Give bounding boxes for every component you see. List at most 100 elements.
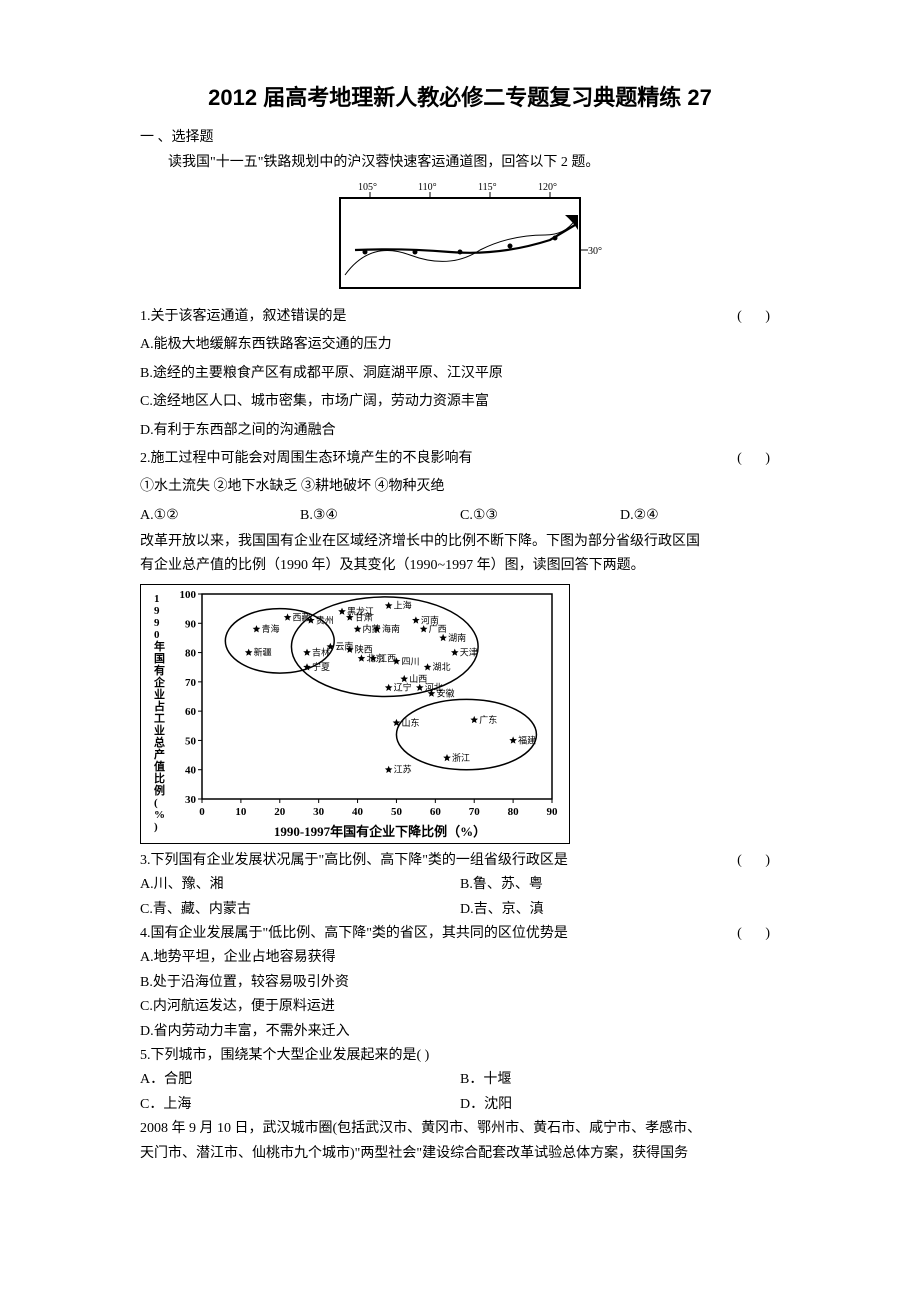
q1-a: A.能极大地缓解东西铁路客运交通的压力 bbox=[140, 334, 780, 356]
svg-text:60: 60 bbox=[430, 806, 442, 818]
q5-row2: C．上海 D．沈阳 bbox=[140, 1094, 780, 1116]
lon-105: 105° bbox=[358, 182, 377, 193]
intro-2b: 有企业总产值的比例（1990 年）及其变化（1990~1997 年）图，读图回答… bbox=[140, 555, 780, 577]
q3-b: B.鲁、苏、粤 bbox=[460, 874, 780, 896]
svg-text:青海: 青海 bbox=[261, 623, 279, 634]
q3-stem: 3.下列国有企业发展状况属于"高比例、高下降"类的一组省级行政区是 ( ) bbox=[140, 850, 780, 872]
q1-stem: 1.关于该客运通道，叙述错误的是 ( ) bbox=[140, 306, 780, 328]
footer-2: 天门市、潜江市、仙桃市九个城市)"两型社会"建设综合配套改革试验总体方案，获得国… bbox=[140, 1143, 780, 1165]
svg-text:9: 9 bbox=[154, 617, 160, 629]
svg-text:福建: 福建 bbox=[518, 734, 536, 745]
svg-text:业: 业 bbox=[154, 687, 165, 701]
q1-b: B.途经的主要粮食产区有成都平原、洞庭湖平原、江汉平原 bbox=[140, 363, 780, 385]
svg-text:80: 80 bbox=[185, 647, 197, 659]
q3-stem-text: 3.下列国有企业发展状况属于"高比例、高下降"类的一组省级行政区是 bbox=[140, 853, 568, 868]
q4-a: A.地势平坦，企业占地容易获得 bbox=[140, 947, 780, 969]
svg-text:甘肃: 甘肃 bbox=[355, 611, 373, 622]
svg-text:海南: 海南 bbox=[382, 623, 400, 634]
q3-row2: C.青、藏、内蒙古 D.吉、京、滇 bbox=[140, 899, 780, 921]
svg-text:值: 值 bbox=[154, 759, 165, 773]
q2-b: B.③④ bbox=[300, 505, 460, 527]
q1-c: C.途经地区人口、城市密集，市场广阔，劳动力资源丰富 bbox=[140, 391, 780, 413]
svg-text:国: 国 bbox=[154, 652, 165, 665]
svg-text:新疆: 新疆 bbox=[254, 646, 272, 657]
svg-text:70: 70 bbox=[185, 677, 197, 689]
svg-text:上海: 上海 bbox=[394, 600, 412, 611]
q5-d: D．沈阳 bbox=[460, 1094, 780, 1116]
q3-paren: ( ) bbox=[737, 850, 780, 872]
q2-paren: ( ) bbox=[737, 448, 780, 470]
q2-stem: 2.施工过程中可能会对周围生态环境产生的不良影响有 ( ) bbox=[140, 448, 780, 470]
svg-text:总: 总 bbox=[154, 735, 165, 749]
q2-items: ①水土流失 ②地下水缺乏 ③耕地破坏 ④物种灭绝 bbox=[140, 476, 780, 498]
svg-text:贵州: 贵州 bbox=[316, 614, 334, 625]
q2-a: A.①② bbox=[140, 505, 300, 527]
q2-options: A.①② B.③④ C.①③ D.②④ bbox=[140, 505, 780, 527]
q4-paren: ( ) bbox=[737, 923, 780, 945]
svg-text:年: 年 bbox=[154, 639, 165, 653]
svg-text:比: 比 bbox=[154, 771, 165, 785]
doc-title: 2012 届高考地理新人教必修二专题复习典题精练 27 bbox=[140, 80, 780, 115]
footer-1: 2008 年 9 月 10 日，武汉城市圈(包括武汉市、黄冈市、鄂州市、黄石市、… bbox=[140, 1118, 780, 1140]
lat-30: 30° bbox=[588, 246, 602, 257]
svg-text:20: 20 bbox=[274, 806, 286, 818]
svg-text:70: 70 bbox=[469, 806, 481, 818]
svg-text:(: ( bbox=[154, 797, 158, 809]
q5-a: A．合肥 bbox=[140, 1069, 460, 1091]
svg-text:): ) bbox=[154, 821, 158, 833]
svg-text:山东: 山东 bbox=[401, 717, 419, 728]
q4-stem: 4.国有企业发展属于"低比例、高下降"类的省区，其共同的区位优势是 ( ) bbox=[140, 923, 780, 945]
q2-c: C.①③ bbox=[460, 505, 620, 527]
svg-text:例: 例 bbox=[154, 783, 165, 797]
svg-text:工: 工 bbox=[154, 712, 165, 725]
svg-text:广西: 广西 bbox=[429, 623, 447, 634]
svg-text:湖北: 湖北 bbox=[433, 662, 451, 672]
q4-c: C.内河航运发达，便于原料运进 bbox=[140, 996, 780, 1018]
chart-xlabel: 1990-1997年国有企业下降比例（%） bbox=[274, 824, 486, 839]
svg-text:吉林: 吉林 bbox=[312, 646, 330, 657]
q5-b: B．十堰 bbox=[460, 1069, 780, 1091]
q1-paren: ( ) bbox=[737, 306, 780, 328]
svg-text:天津: 天津 bbox=[460, 647, 478, 657]
svg-text:10: 10 bbox=[235, 806, 247, 818]
svg-text:100: 100 bbox=[180, 589, 197, 601]
svg-text:90: 90 bbox=[185, 618, 197, 630]
svg-text:1: 1 bbox=[154, 593, 160, 605]
svg-text:50: 50 bbox=[185, 735, 197, 747]
map-figure-1: 105° 110° 115° 120° 30° bbox=[310, 180, 610, 300]
q3-row1: A.川、豫、湘 B.鲁、苏、粤 bbox=[140, 874, 780, 896]
svg-text:四川: 四川 bbox=[401, 656, 419, 666]
lon-115: 115° bbox=[478, 182, 497, 193]
svg-text:30: 30 bbox=[313, 806, 325, 818]
q5-c: C．上海 bbox=[140, 1094, 460, 1116]
svg-text:60: 60 bbox=[185, 706, 197, 718]
svg-text:40: 40 bbox=[352, 806, 364, 818]
svg-text:9: 9 bbox=[154, 605, 160, 617]
svg-text:企: 企 bbox=[153, 675, 166, 689]
svg-text:40: 40 bbox=[185, 765, 197, 777]
svg-text:30: 30 bbox=[185, 794, 197, 806]
svg-text:广东: 广东 bbox=[479, 714, 497, 725]
q1-stem-text: 1.关于该客运通道，叙述错误的是 bbox=[140, 309, 347, 324]
intro-1: 读我国"十一五"铁路规划中的沪汉蓉快速客运通道图，回答以下 2 题。 bbox=[140, 152, 780, 174]
lon-110: 110° bbox=[418, 182, 437, 193]
svg-text:宁夏: 宁夏 bbox=[312, 661, 330, 672]
intro-2a: 改革开放以来，我国国有企业在区域经济增长中的比例不断下降。下图为部分省级行政区国 bbox=[140, 531, 780, 553]
svg-text:有: 有 bbox=[154, 663, 165, 677]
lon-120: 120° bbox=[538, 182, 557, 193]
svg-text:江西: 江西 bbox=[378, 653, 396, 663]
section-heading: 一 、选择题 bbox=[140, 127, 780, 149]
scatter-chart: 1990年国有企业占工业总产值比例(%) 3040506070809010001… bbox=[140, 584, 570, 844]
svg-text:湖南: 湖南 bbox=[448, 632, 466, 643]
svg-text:产: 产 bbox=[154, 747, 165, 761]
q3-c: C.青、藏、内蒙古 bbox=[140, 899, 460, 921]
q3-d: D.吉、京、滇 bbox=[460, 899, 780, 921]
q3-a: A.川、豫、湘 bbox=[140, 874, 460, 896]
svg-text:安徽: 安徽 bbox=[436, 687, 454, 698]
svg-text:90: 90 bbox=[547, 806, 559, 818]
q4-b: B.处于沿海位置，较容易吸引外资 bbox=[140, 972, 780, 994]
svg-text:江苏: 江苏 bbox=[394, 764, 412, 775]
q4-d: D.省内劳动力丰富，不需外来迁入 bbox=[140, 1021, 780, 1043]
svg-text:0: 0 bbox=[199, 806, 205, 818]
svg-text:浙江: 浙江 bbox=[452, 752, 470, 763]
